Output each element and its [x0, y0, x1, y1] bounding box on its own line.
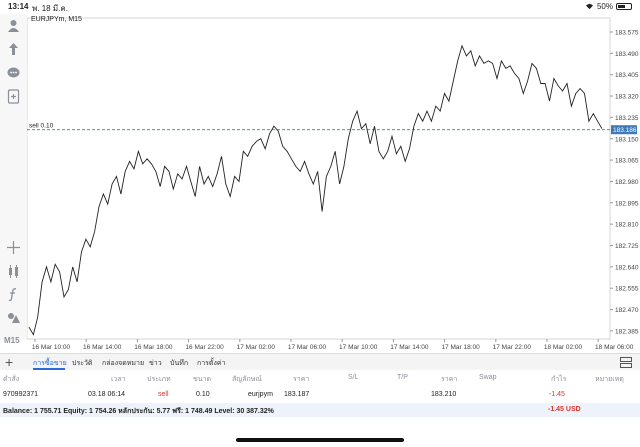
col-profit: กำไร	[551, 376, 567, 383]
col-comment: หมายเหตุ	[595, 376, 624, 383]
col-time: เวลา	[111, 376, 126, 383]
x-tick-label: 18 Mar 02:00	[544, 344, 583, 351]
chart-canvas[interactable]: 183.575 183.490 183.405 183.320 183.235 183.1…	[27, 14, 640, 354]
trade-row[interactable]: 970992371 03.18 06:14 sell 0.10 eurjpym …	[0, 388, 640, 402]
x-tick-label: 16 Mar 14:00	[83, 344, 122, 351]
balance-profit-total: -1.45 USD	[548, 406, 581, 413]
tab-trade[interactable]: การซื้อขาย	[33, 360, 67, 367]
layout-icon[interactable]	[620, 357, 632, 368]
x-tick-label: 17 Mar 14:00	[390, 344, 429, 351]
x-tick-label: 16 Mar 22:00	[185, 344, 224, 351]
row-profit: -1.45	[549, 391, 565, 398]
col-price: ราคา	[293, 376, 310, 383]
add-icon[interactable]: +	[5, 354, 14, 370]
balance-text: Balance: 1 755.71 Equity: 1 754.26 หลักป…	[3, 408, 274, 415]
y-tick-label: 182.895	[615, 200, 639, 207]
x-tick-label: 17 Mar 22:00	[493, 344, 532, 351]
tab-mailbox[interactable]: กล่องจดหมาย	[102, 360, 145, 367]
current-price-label: 183.186	[613, 127, 637, 134]
status-time: 13:14	[8, 2, 29, 11]
col-tp: T/P	[397, 374, 408, 381]
status-right: 50%	[585, 2, 632, 11]
y-tick-label: 183.490	[615, 51, 639, 58]
col-swap: Swap	[479, 374, 497, 381]
x-tick-label: 17 Mar 18:00	[441, 344, 480, 351]
tab-active-indicator	[33, 368, 65, 370]
balance-bar: Balance: 1 755.71 Equity: 1 754.26 หลักป…	[0, 403, 640, 417]
battery-icon	[616, 3, 632, 10]
wifi-icon	[585, 3, 593, 10]
row-type: sell	[158, 391, 169, 398]
y-tick-label: 183.320	[615, 94, 639, 101]
order-line-label: sell 0.10	[29, 123, 54, 130]
current-price-tag	[611, 125, 637, 135]
y-tick-label: 182.470	[615, 307, 639, 314]
account-icon[interactable]	[6, 18, 21, 33]
battery-percent: 50%	[596, 2, 613, 11]
tab-history[interactable]: ประวัติ	[72, 360, 93, 367]
row-time: 03.18 06:14	[88, 391, 125, 398]
col-size: ขนาด	[193, 376, 212, 383]
y-tick-label: 182.725	[615, 243, 639, 250]
price-chart[interactable]: 183.575 183.490 183.405 183.320 183.235 183.1…	[27, 14, 640, 354]
row-ticket: 970992371	[3, 391, 39, 398]
col-symbol: สัญลักษณ์	[232, 376, 262, 383]
timeframe-button[interactable]: M15	[4, 336, 20, 345]
indicators-icon[interactable]	[6, 264, 21, 279]
y-tick-label: 183.235	[615, 115, 639, 122]
row-size: 0.10	[196, 391, 210, 398]
col-ticket: ดำสั่ง	[3, 376, 20, 383]
tab-journal[interactable]: บันทึก	[170, 360, 189, 367]
row-symbol: eurjpym	[248, 391, 273, 398]
x-tick-label: 16 Mar 18:00	[134, 344, 173, 351]
chat-icon[interactable]	[6, 66, 21, 81]
y-tick-label: 182.810	[615, 222, 639, 229]
x-tick-label: 16 Mar 10:00	[32, 344, 71, 351]
row-current-price: 183.210	[431, 391, 457, 398]
y-tick-label: 183.065	[615, 158, 639, 165]
status-date: พ. 18 มี.ค.	[32, 4, 68, 13]
chart-toolbar: M15	[0, 14, 27, 345]
y-tick-label: 182.555	[615, 286, 639, 293]
x-tick-label: 17 Mar 02:00	[237, 344, 276, 351]
trade-table-header: ดำสั่ง เวลา ประเภท ขนาด สัญลักษณ์ ราคา S…	[0, 371, 640, 386]
y-tick-label: 182.980	[615, 179, 639, 186]
row-price: 183.187	[284, 391, 310, 398]
y-tick-label: 182.385	[615, 328, 639, 335]
x-tick-label: 17 Mar 06:00	[288, 344, 327, 351]
tab-news[interactable]: ข่าว	[149, 360, 162, 367]
y-tick-label: 183.150	[615, 136, 639, 143]
col-type: ประเภท	[147, 376, 171, 383]
crosshair-icon[interactable]	[6, 240, 21, 255]
objects-icon[interactable]	[6, 310, 21, 325]
new-order-icon[interactable]	[6, 89, 21, 104]
y-tick-label: 183.575	[615, 30, 639, 37]
trade-icon[interactable]	[6, 42, 21, 57]
tab-settings[interactable]: การตั้งค่า	[197, 360, 226, 367]
y-tick-label: 183.405	[615, 72, 639, 79]
x-tick-label: 18 Mar 06:00	[595, 344, 634, 351]
col-current-price: ราคา	[441, 376, 458, 383]
x-tick-label: 17 Mar 10:00	[339, 344, 378, 351]
home-indicator	[236, 438, 404, 442]
y-tick-label: 182.640	[615, 264, 639, 271]
price-series-line	[28, 44, 603, 336]
chart-symbol: EURJPYm, M15	[31, 16, 82, 23]
status-bar: 13:14 พ. 18 มี.ค. 50%	[0, 0, 640, 14]
function-icon[interactable]	[6, 287, 21, 302]
col-sl: S/L	[348, 374, 359, 381]
plot-frame	[27, 17, 611, 340]
toolbox-tabs: + การซื้อขาย ประวัติ กล่องจดหมาย ข่าว บั…	[0, 353, 640, 370]
